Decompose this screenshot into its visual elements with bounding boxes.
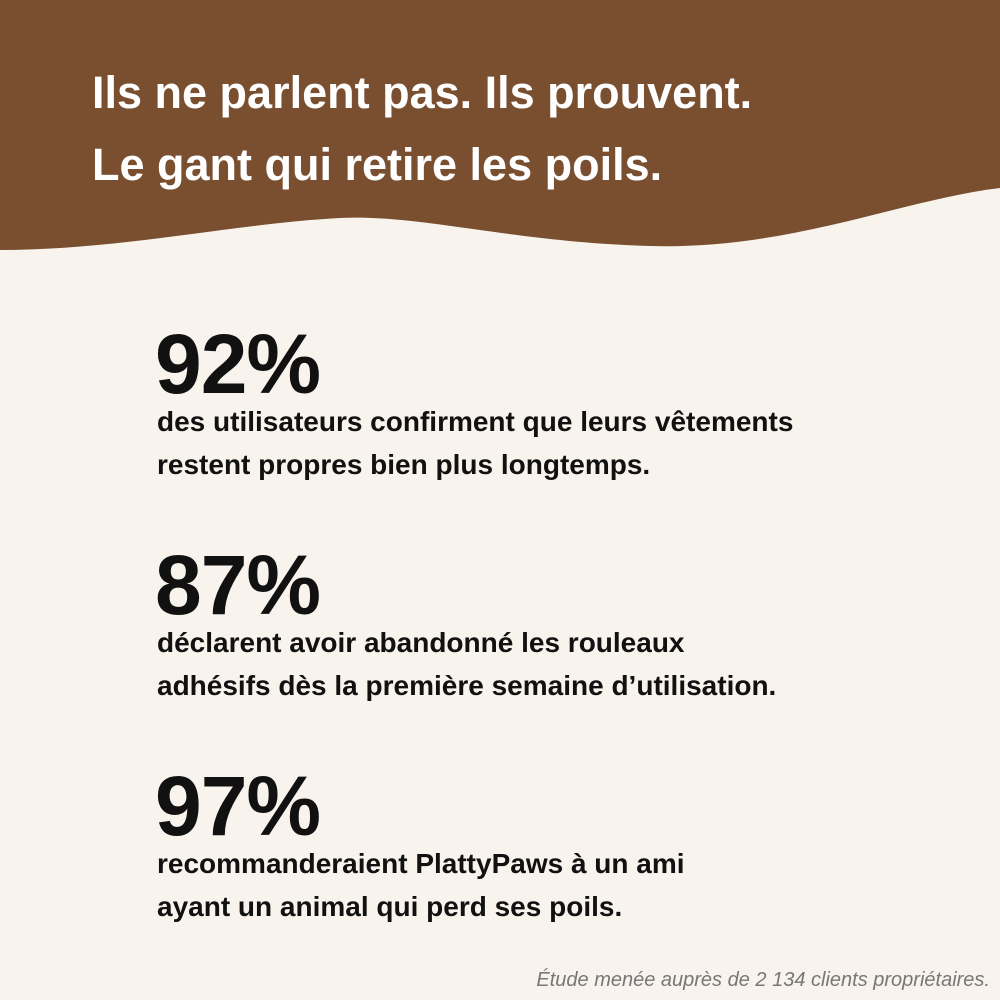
- header-title: Ils ne parlent pas. Ils prouvent.: [92, 67, 753, 118]
- header-shape: [0, 0, 1000, 250]
- stat-description: adhésifs dès la première semaine d’utili…: [157, 670, 777, 701]
- stat-description: des utilisateurs confirment que leurs vê…: [157, 406, 794, 437]
- stat-figure: 87%: [155, 538, 321, 632]
- stat-description: ayant un animal qui perd ses poils.: [157, 891, 623, 922]
- header-band: [0, 0, 1000, 250]
- stat-description: déclarent avoir abandonné les rouleaux: [157, 627, 685, 658]
- stat-description: recommanderaient PlattyPaws à un ami: [157, 848, 685, 879]
- header-title: Le gant qui retire les poils.: [92, 139, 663, 190]
- stat-figure: 92%: [155, 317, 321, 411]
- stat-description: restent propres bien plus longtemps.: [157, 449, 651, 480]
- stat-figure: 97%: [155, 759, 321, 853]
- footnote: Étude menée auprès de 2 134 clients prop…: [536, 969, 990, 991]
